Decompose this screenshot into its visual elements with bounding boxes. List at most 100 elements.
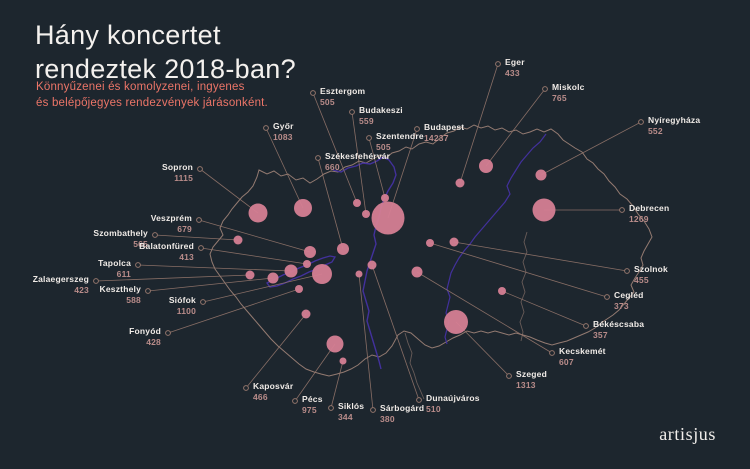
city-value: 510 bbox=[426, 403, 441, 414]
city-name: Pécs bbox=[302, 394, 323, 404]
city-bubble bbox=[411, 266, 423, 278]
city-name: Sopron bbox=[162, 162, 193, 172]
city-label: Fonyód 428 bbox=[129, 326, 161, 347]
city-bubble bbox=[449, 237, 459, 247]
city-bubble bbox=[294, 199, 312, 217]
connector-line bbox=[265, 127, 304, 209]
city-name: Békéscsaba bbox=[593, 319, 645, 329]
hungary-border bbox=[209, 124, 653, 377]
city-name: Kecskemét bbox=[559, 346, 606, 356]
city-bubble bbox=[284, 264, 298, 278]
connector-line bbox=[167, 288, 300, 334]
city-value: 466 bbox=[253, 391, 268, 402]
city-name: Kaposvár bbox=[253, 381, 294, 391]
city-label: Székesfehérvár 660 bbox=[325, 151, 390, 172]
title-line-2: rendeztek 2018-ban? bbox=[35, 54, 296, 84]
city-label: Budakeszi 559 bbox=[359, 105, 403, 126]
city-bubble bbox=[535, 169, 547, 181]
label-marker-icon bbox=[619, 207, 625, 213]
connector-line bbox=[95, 274, 251, 282]
city-name: Cegléd bbox=[614, 290, 644, 300]
city-bubble bbox=[267, 272, 279, 284]
city-label: Cegléd 373 bbox=[614, 290, 644, 311]
city-bubble bbox=[479, 159, 493, 173]
city-value: 1115 bbox=[174, 172, 193, 183]
connector-line bbox=[416, 271, 553, 354]
city-bubble bbox=[303, 260, 311, 268]
label-marker-icon bbox=[152, 232, 158, 238]
label-marker-icon bbox=[196, 217, 202, 223]
city-label: Kecskemét 607 bbox=[559, 346, 606, 367]
city-name: Esztergom bbox=[320, 86, 366, 96]
connector-line bbox=[147, 277, 274, 292]
label-marker-icon bbox=[145, 288, 151, 294]
connector-line bbox=[312, 92, 358, 204]
city-bubble bbox=[455, 178, 465, 188]
artisjus-logo: artisjus bbox=[659, 424, 716, 444]
city-label: Siklós 344 bbox=[338, 401, 364, 422]
label-marker-icon bbox=[366, 135, 372, 141]
connector-line bbox=[501, 290, 587, 327]
city-name: Eger bbox=[505, 57, 525, 67]
label-marker-icon bbox=[263, 125, 269, 131]
connector-line bbox=[330, 360, 344, 409]
city-label: Zalaegerszeg 423 bbox=[33, 274, 89, 295]
label-marker-icon bbox=[583, 323, 589, 329]
city-bubble bbox=[339, 357, 347, 365]
city-value: 975 bbox=[302, 404, 317, 415]
city-value: 505 bbox=[376, 141, 391, 152]
city-bubble bbox=[295, 285, 303, 293]
label-marker-icon bbox=[310, 90, 316, 96]
city-bubble bbox=[444, 310, 468, 334]
city-value: 14237 bbox=[424, 132, 449, 143]
city-bubble bbox=[301, 309, 311, 319]
city-label: Balatonfüred 413 bbox=[139, 241, 194, 262]
city-bubbles bbox=[233, 159, 556, 365]
city-name: Debrecen bbox=[629, 203, 670, 213]
city-value: 660 bbox=[325, 161, 340, 172]
city-value: 373 bbox=[614, 300, 629, 311]
label-marker-icon bbox=[414, 126, 420, 132]
city-label: Pécs 975 bbox=[302, 394, 323, 415]
connector-lines bbox=[95, 63, 642, 411]
city-value: 428 bbox=[146, 336, 161, 347]
city-bubble bbox=[355, 270, 363, 278]
city-value: 413 bbox=[179, 251, 194, 262]
label-marker-icon bbox=[542, 86, 548, 92]
label-marker-icon bbox=[165, 330, 171, 336]
city-name: Szeged bbox=[516, 369, 547, 379]
city-name: Tapolca bbox=[98, 258, 131, 268]
label-marker-icon bbox=[200, 299, 206, 305]
page-title: Hány koncertet rendeztek 2018-ban? bbox=[35, 18, 296, 86]
city-value: 1269 bbox=[629, 213, 649, 224]
city-bubble bbox=[353, 199, 361, 207]
city-bubble bbox=[304, 246, 316, 258]
label-marker-icon bbox=[93, 278, 99, 284]
city-label: Nyíregyháza 552 bbox=[648, 115, 700, 136]
label-marker-icon bbox=[197, 166, 203, 172]
connector-line bbox=[202, 273, 323, 303]
tisza-river bbox=[444, 133, 547, 345]
connector-line bbox=[429, 242, 608, 298]
connector-line bbox=[453, 241, 628, 272]
label-marker-icon bbox=[604, 294, 610, 300]
city-name: Siófok bbox=[168, 295, 196, 305]
connector-line bbox=[245, 313, 307, 389]
city-value: 455 bbox=[634, 274, 649, 285]
connector-line bbox=[137, 264, 292, 272]
city-name: Szolnok bbox=[634, 264, 668, 274]
city-value: 433 bbox=[505, 67, 520, 78]
subtitle-line-2: és belépőjegyes rendezvények járásonként… bbox=[36, 97, 268, 109]
city-label: Debrecen 1269 bbox=[629, 203, 669, 224]
city-label: Miskolc 765 bbox=[552, 82, 585, 103]
city-name: Győr bbox=[273, 121, 294, 131]
city-name: Sárbogárd bbox=[380, 403, 425, 413]
city-bubble bbox=[362, 210, 370, 218]
city-name: Balatonfüred bbox=[139, 241, 194, 251]
city-label: Sárbogárd 380 bbox=[380, 403, 424, 424]
label-marker-icon bbox=[624, 268, 630, 274]
city-bubble bbox=[245, 270, 255, 280]
title-line-1: Hány koncertet bbox=[35, 20, 221, 50]
connector-line bbox=[154, 234, 239, 241]
city-value: 552 bbox=[648, 125, 663, 136]
